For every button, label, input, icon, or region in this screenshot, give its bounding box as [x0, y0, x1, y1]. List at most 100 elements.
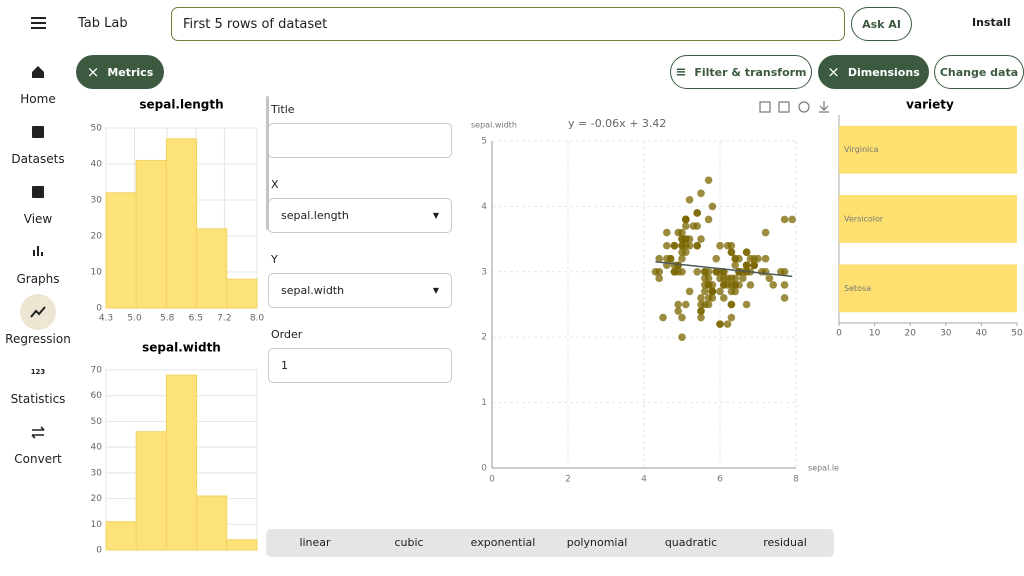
chip-label: Metrics	[107, 65, 154, 79]
x-tick-label: 40	[976, 329, 988, 339]
scatter-point	[708, 281, 717, 289]
y-tick-label: 30	[91, 196, 103, 206]
bar	[839, 125, 1017, 174]
tab[interactable]: polynomial	[566, 536, 628, 549]
x-tick-label: 50	[1011, 329, 1023, 339]
scatter-point	[765, 274, 774, 283]
field-label: Title	[271, 103, 295, 116]
scatter-point	[697, 189, 705, 198]
scatter-point	[727, 313, 736, 322]
scatter-point	[750, 261, 758, 270]
annotation: y = -0.06x + 3.42	[568, 117, 666, 130]
x-select[interactable]: sepal.length ▼	[268, 198, 452, 233]
scatter-point	[685, 235, 694, 243]
scatter-point	[708, 202, 717, 211]
nav-item[interactable]: Convert	[14, 452, 62, 466]
scatter-point	[727, 300, 736, 309]
x-tick-label: 4.3	[99, 314, 113, 324]
bar	[839, 264, 1017, 313]
install-button[interactable]: Install	[972, 16, 1011, 29]
nav-item[interactable]: Home	[20, 92, 56, 106]
scatter-point	[663, 254, 671, 263]
nav-item[interactable]: Statistics	[10, 392, 66, 406]
scatter-point	[655, 254, 663, 263]
scatter-point	[742, 248, 751, 256]
tab[interactable]: cubic	[394, 536, 424, 549]
field-label: X	[271, 178, 279, 191]
scatter-point	[769, 281, 777, 289]
scatter-point	[701, 287, 709, 296]
scatter-point	[780, 268, 789, 276]
y-tick-label: 1	[481, 398, 487, 408]
y-tick-label: 50	[91, 124, 103, 134]
select-value: sepal.width	[281, 284, 345, 297]
menu-icon[interactable]	[31, 17, 46, 29]
filter-chip[interactable]: ≡ Filter & transform	[670, 55, 812, 89]
y-select[interactable]: sepal.width ▼	[268, 273, 452, 308]
scatter-point	[712, 268, 720, 276]
y-tick-label: 40	[91, 443, 103, 453]
ask-ai-button[interactable]: Ask AI	[851, 7, 912, 41]
scatter-point	[678, 313, 686, 322]
nav-item[interactable]: Datasets	[11, 152, 65, 166]
nav-item[interactable]: Graphs	[16, 272, 60, 286]
scatter-point	[693, 209, 701, 217]
scatter-point	[716, 287, 724, 296]
histogram-bar	[135, 159, 167, 309]
scatter-point	[678, 235, 686, 243]
dimensions-chip[interactable]: × Dimensions	[818, 55, 929, 89]
scatter-point	[780, 294, 789, 302]
scatter-point	[685, 196, 694, 204]
scatter-point	[739, 274, 747, 283]
title-input[interactable]	[268, 123, 452, 158]
chip-label: Dimensions	[847, 65, 920, 79]
scatter-point	[727, 281, 736, 289]
tab[interactable]: linear	[299, 536, 331, 549]
y-tick-label: 70	[91, 366, 103, 376]
scatter-point	[704, 300, 713, 309]
metrics-chip[interactable]: × Metrics	[76, 55, 164, 89]
scatter-point	[685, 287, 694, 296]
x-tick-label: 20	[904, 329, 916, 339]
x-tick-label: 6.5	[189, 314, 203, 324]
search-box[interactable]: First 5 rows of dataset	[171, 7, 845, 41]
scatter-point	[704, 215, 713, 224]
trend-line	[655, 261, 793, 278]
scatter-point	[727, 287, 736, 296]
x-tick-label: 4	[641, 475, 647, 485]
scatter-point	[746, 254, 755, 263]
x-axis-label: sepal.le	[808, 464, 839, 473]
scatter-point	[678, 248, 686, 256]
scatter-point	[716, 320, 724, 328]
scatter-point	[663, 228, 671, 237]
scatter-point	[708, 294, 717, 302]
order-input[interactable]: 1	[268, 348, 452, 383]
scatter-point	[735, 268, 743, 276]
x-tick-label: 2	[565, 475, 571, 485]
scatter-point	[678, 254, 686, 263]
tab[interactable]: residual	[763, 536, 807, 549]
scatter-point	[655, 268, 663, 276]
scatter-point	[697, 300, 705, 309]
histogram-bar	[105, 192, 137, 309]
scatter-point	[697, 313, 705, 322]
nav-item[interactable]: View	[23, 212, 53, 226]
x-tick-label: 30	[940, 329, 952, 339]
y-tick-label: 3	[481, 267, 487, 277]
scatter-point	[746, 281, 755, 289]
x-tick-label: 5.8	[160, 314, 175, 324]
scatter-point	[727, 274, 736, 283]
tab[interactable]: quadratic	[664, 536, 718, 549]
y-tick-label: 0	[481, 464, 487, 474]
scatter-point	[674, 228, 682, 237]
scatter-point	[704, 268, 713, 276]
scatter-point	[761, 228, 770, 237]
nav-item[interactable]: Regression	[5, 332, 71, 346]
histogram-bar	[196, 228, 228, 309]
field-label: Order	[271, 328, 303, 341]
change-data-chip[interactable]: Change data	[934, 55, 1024, 89]
chart-toolbar[interactable]	[759, 101, 829, 113]
scatter-point	[674, 307, 682, 315]
tab[interactable]: exponential	[470, 536, 536, 549]
